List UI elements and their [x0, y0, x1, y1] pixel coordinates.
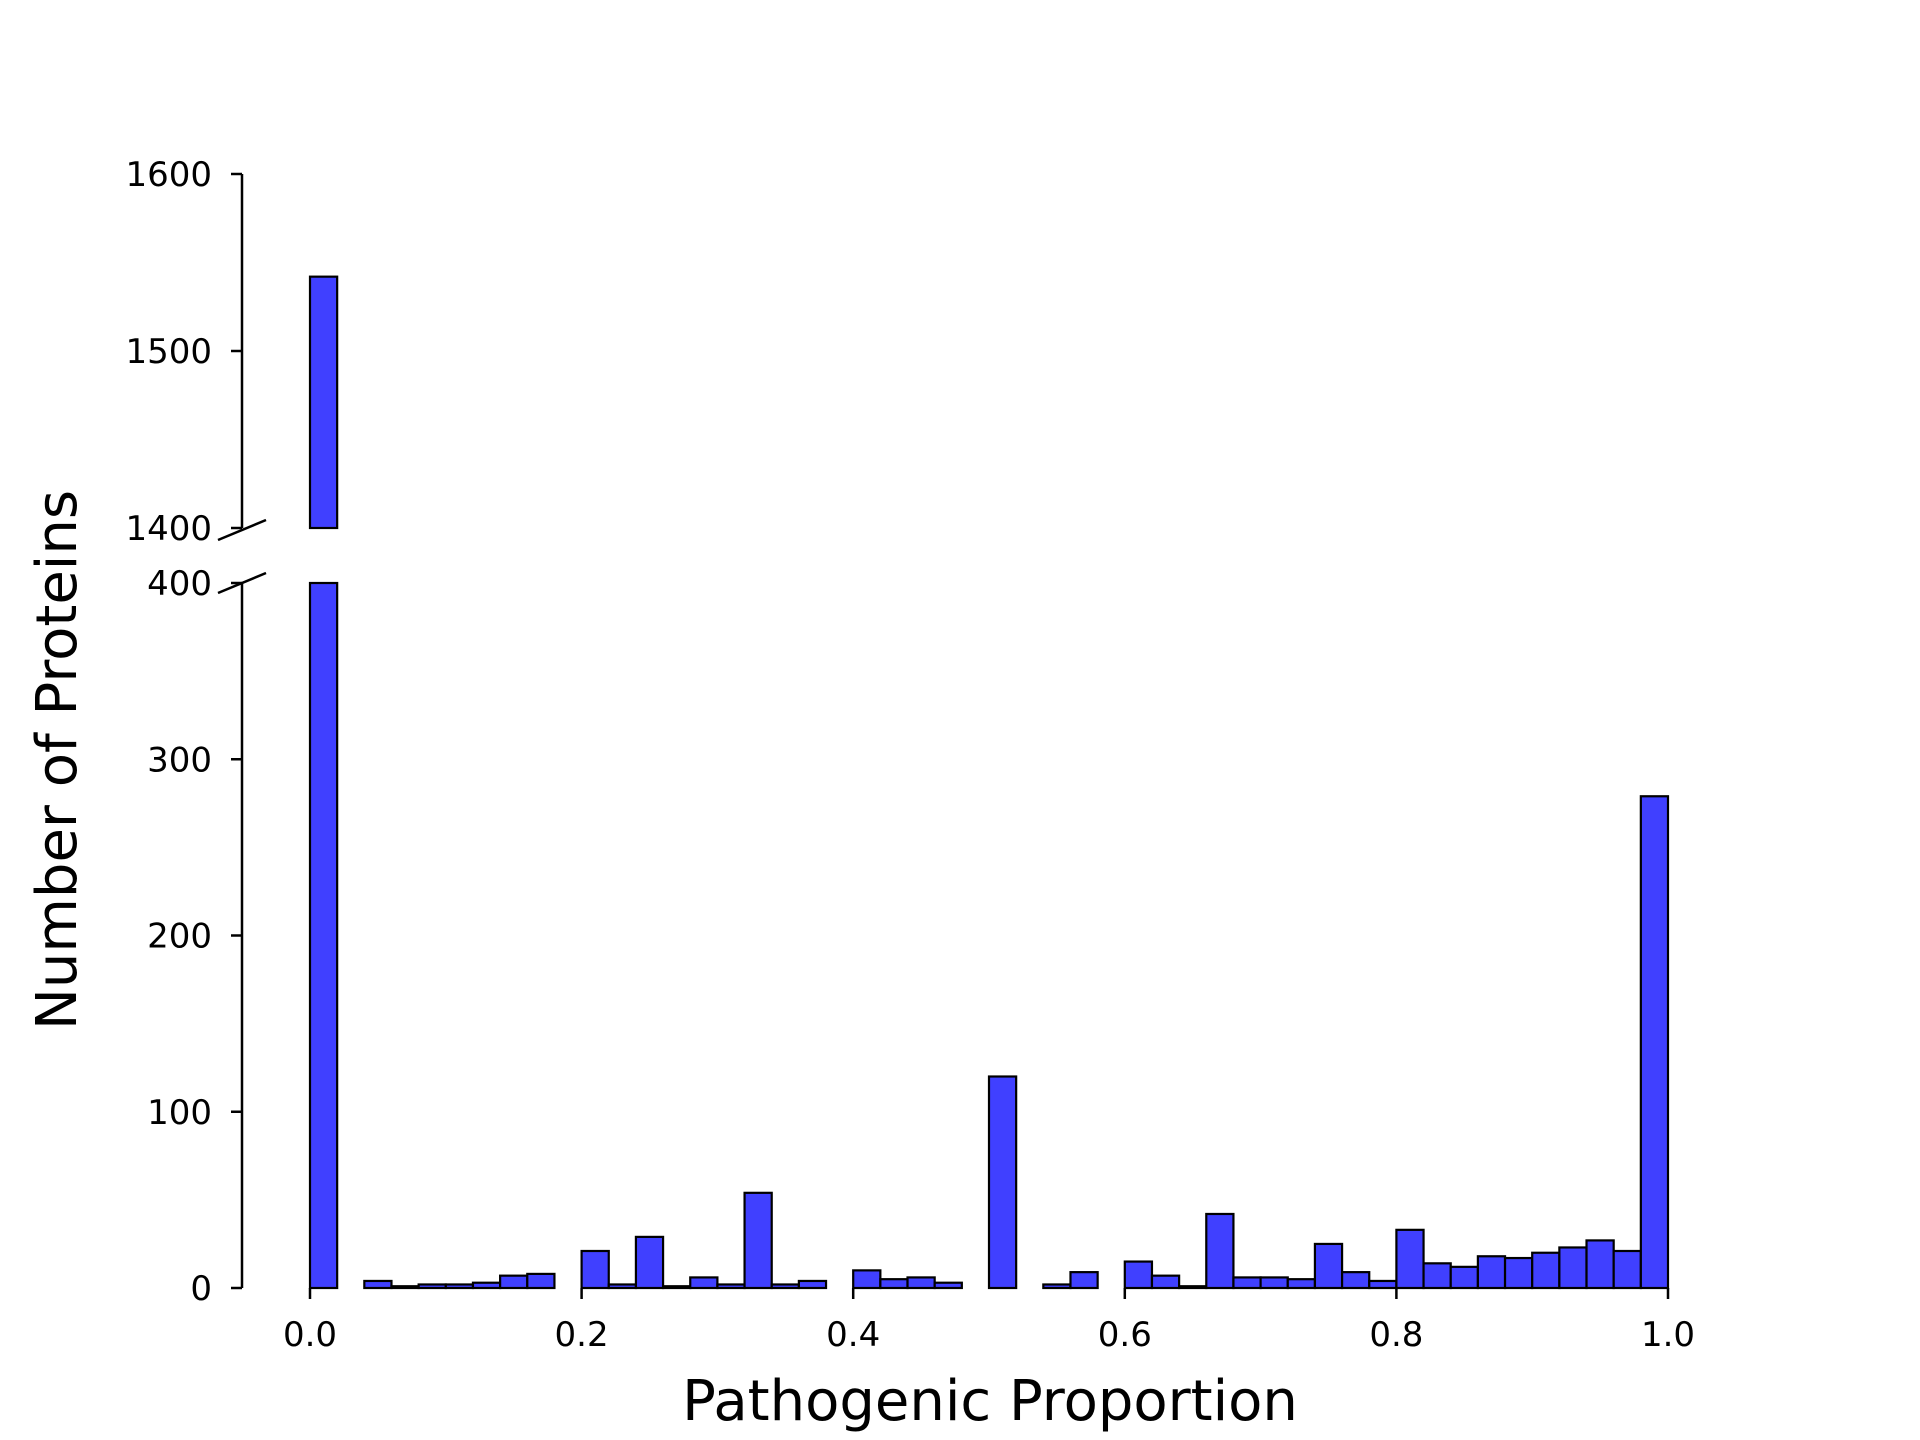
histogram-bar: [770, 1283, 800, 1290]
histogram-bar: [1503, 1256, 1534, 1290]
histogram-bar: [1639, 795, 1670, 1290]
histogram-bar: [1395, 1228, 1425, 1290]
histogram-bar: [689, 1276, 719, 1290]
histogram-bar: [716, 1283, 746, 1290]
histogram-bar: [906, 1276, 936, 1290]
histogram-bar: [1205, 1212, 1235, 1290]
histogram-bar: [879, 1278, 909, 1290]
x-tick-label: 0.6: [1098, 1315, 1152, 1355]
x-tick-label: 0.0: [283, 1315, 337, 1355]
y-tick-label: 300: [147, 740, 212, 780]
histogram-bar: [933, 1281, 963, 1290]
histogram-bar: [580, 1249, 610, 1290]
histogram-bar: [499, 1274, 529, 1290]
histogram-bar: [987, 1075, 1018, 1290]
histogram-bar: [1476, 1255, 1507, 1290]
y-tick-label: 100: [147, 1093, 212, 1133]
histogram-bar: [526, 1272, 556, 1290]
upper-y-ticks: 1400 1500 1600: [125, 155, 242, 549]
histogram-bar: [1178, 1285, 1208, 1290]
histogram-bar: [1422, 1262, 1452, 1290]
y-tick-label: 400: [147, 564, 212, 604]
y-tick-label: 1500: [125, 332, 212, 372]
histogram-bar: [1585, 1239, 1615, 1290]
x-tick-label: 0.4: [826, 1315, 880, 1355]
x-axis-title: Pathogenic Proportion: [682, 1369, 1298, 1434]
histogram-bar: [634, 1235, 665, 1290]
histogram-bar: [417, 1283, 447, 1290]
x-tick-label: 0.8: [1369, 1315, 1423, 1355]
histogram-bar: [363, 1279, 393, 1290]
histogram-bar: [743, 1191, 773, 1290]
histogram-bar: [661, 1285, 692, 1290]
x-tick-label: 0.2: [555, 1315, 609, 1355]
histogram-bar: [1313, 1242, 1344, 1290]
x-ticks: 0.0 0.2 0.4 0.6 0.8 1.0: [283, 1288, 1695, 1355]
histogram-bar: [1042, 1283, 1072, 1290]
upper-panel-bars: [308, 275, 339, 530]
histogram-bar: [852, 1269, 882, 1290]
y-axis-title: Number of Proteins: [25, 490, 90, 1030]
histogram-bar: [1340, 1271, 1371, 1290]
histogram-bar-upper-segment: [308, 275, 339, 530]
y-tick-label: 1400: [125, 509, 212, 549]
histogram-bar: [308, 581, 339, 1290]
x-tick-label: 1.0: [1641, 1315, 1695, 1355]
break-mark-upper: [217, 518, 267, 542]
histogram-bar: [1232, 1276, 1262, 1290]
histogram-bar: [1558, 1246, 1588, 1290]
y-tick-label: 200: [147, 917, 212, 957]
lower-y-ticks: 0 100 200 300 400: [147, 564, 242, 1309]
histogram-bar: [1449, 1265, 1479, 1290]
histogram-bar: [1531, 1251, 1561, 1290]
histogram-bar: [1368, 1279, 1398, 1290]
histogram-bar: [607, 1283, 638, 1290]
histogram-bar: [1612, 1249, 1642, 1290]
lower-panel-bars: [308, 581, 1670, 1290]
histogram-bar: [1123, 1260, 1154, 1290]
histogram-bar: [1286, 1278, 1317, 1290]
histogram-bar: [390, 1285, 420, 1290]
histogram-bar: [444, 1283, 475, 1290]
histogram-bar: [797, 1279, 828, 1290]
y-tick-label: 0: [190, 1269, 212, 1309]
histogram-bar: [1150, 1274, 1181, 1290]
histogram-bar: [1259, 1276, 1289, 1290]
histogram-bar: [471, 1281, 502, 1290]
histogram-bar: [1069, 1271, 1099, 1290]
y-tick-label: 1600: [125, 155, 212, 195]
